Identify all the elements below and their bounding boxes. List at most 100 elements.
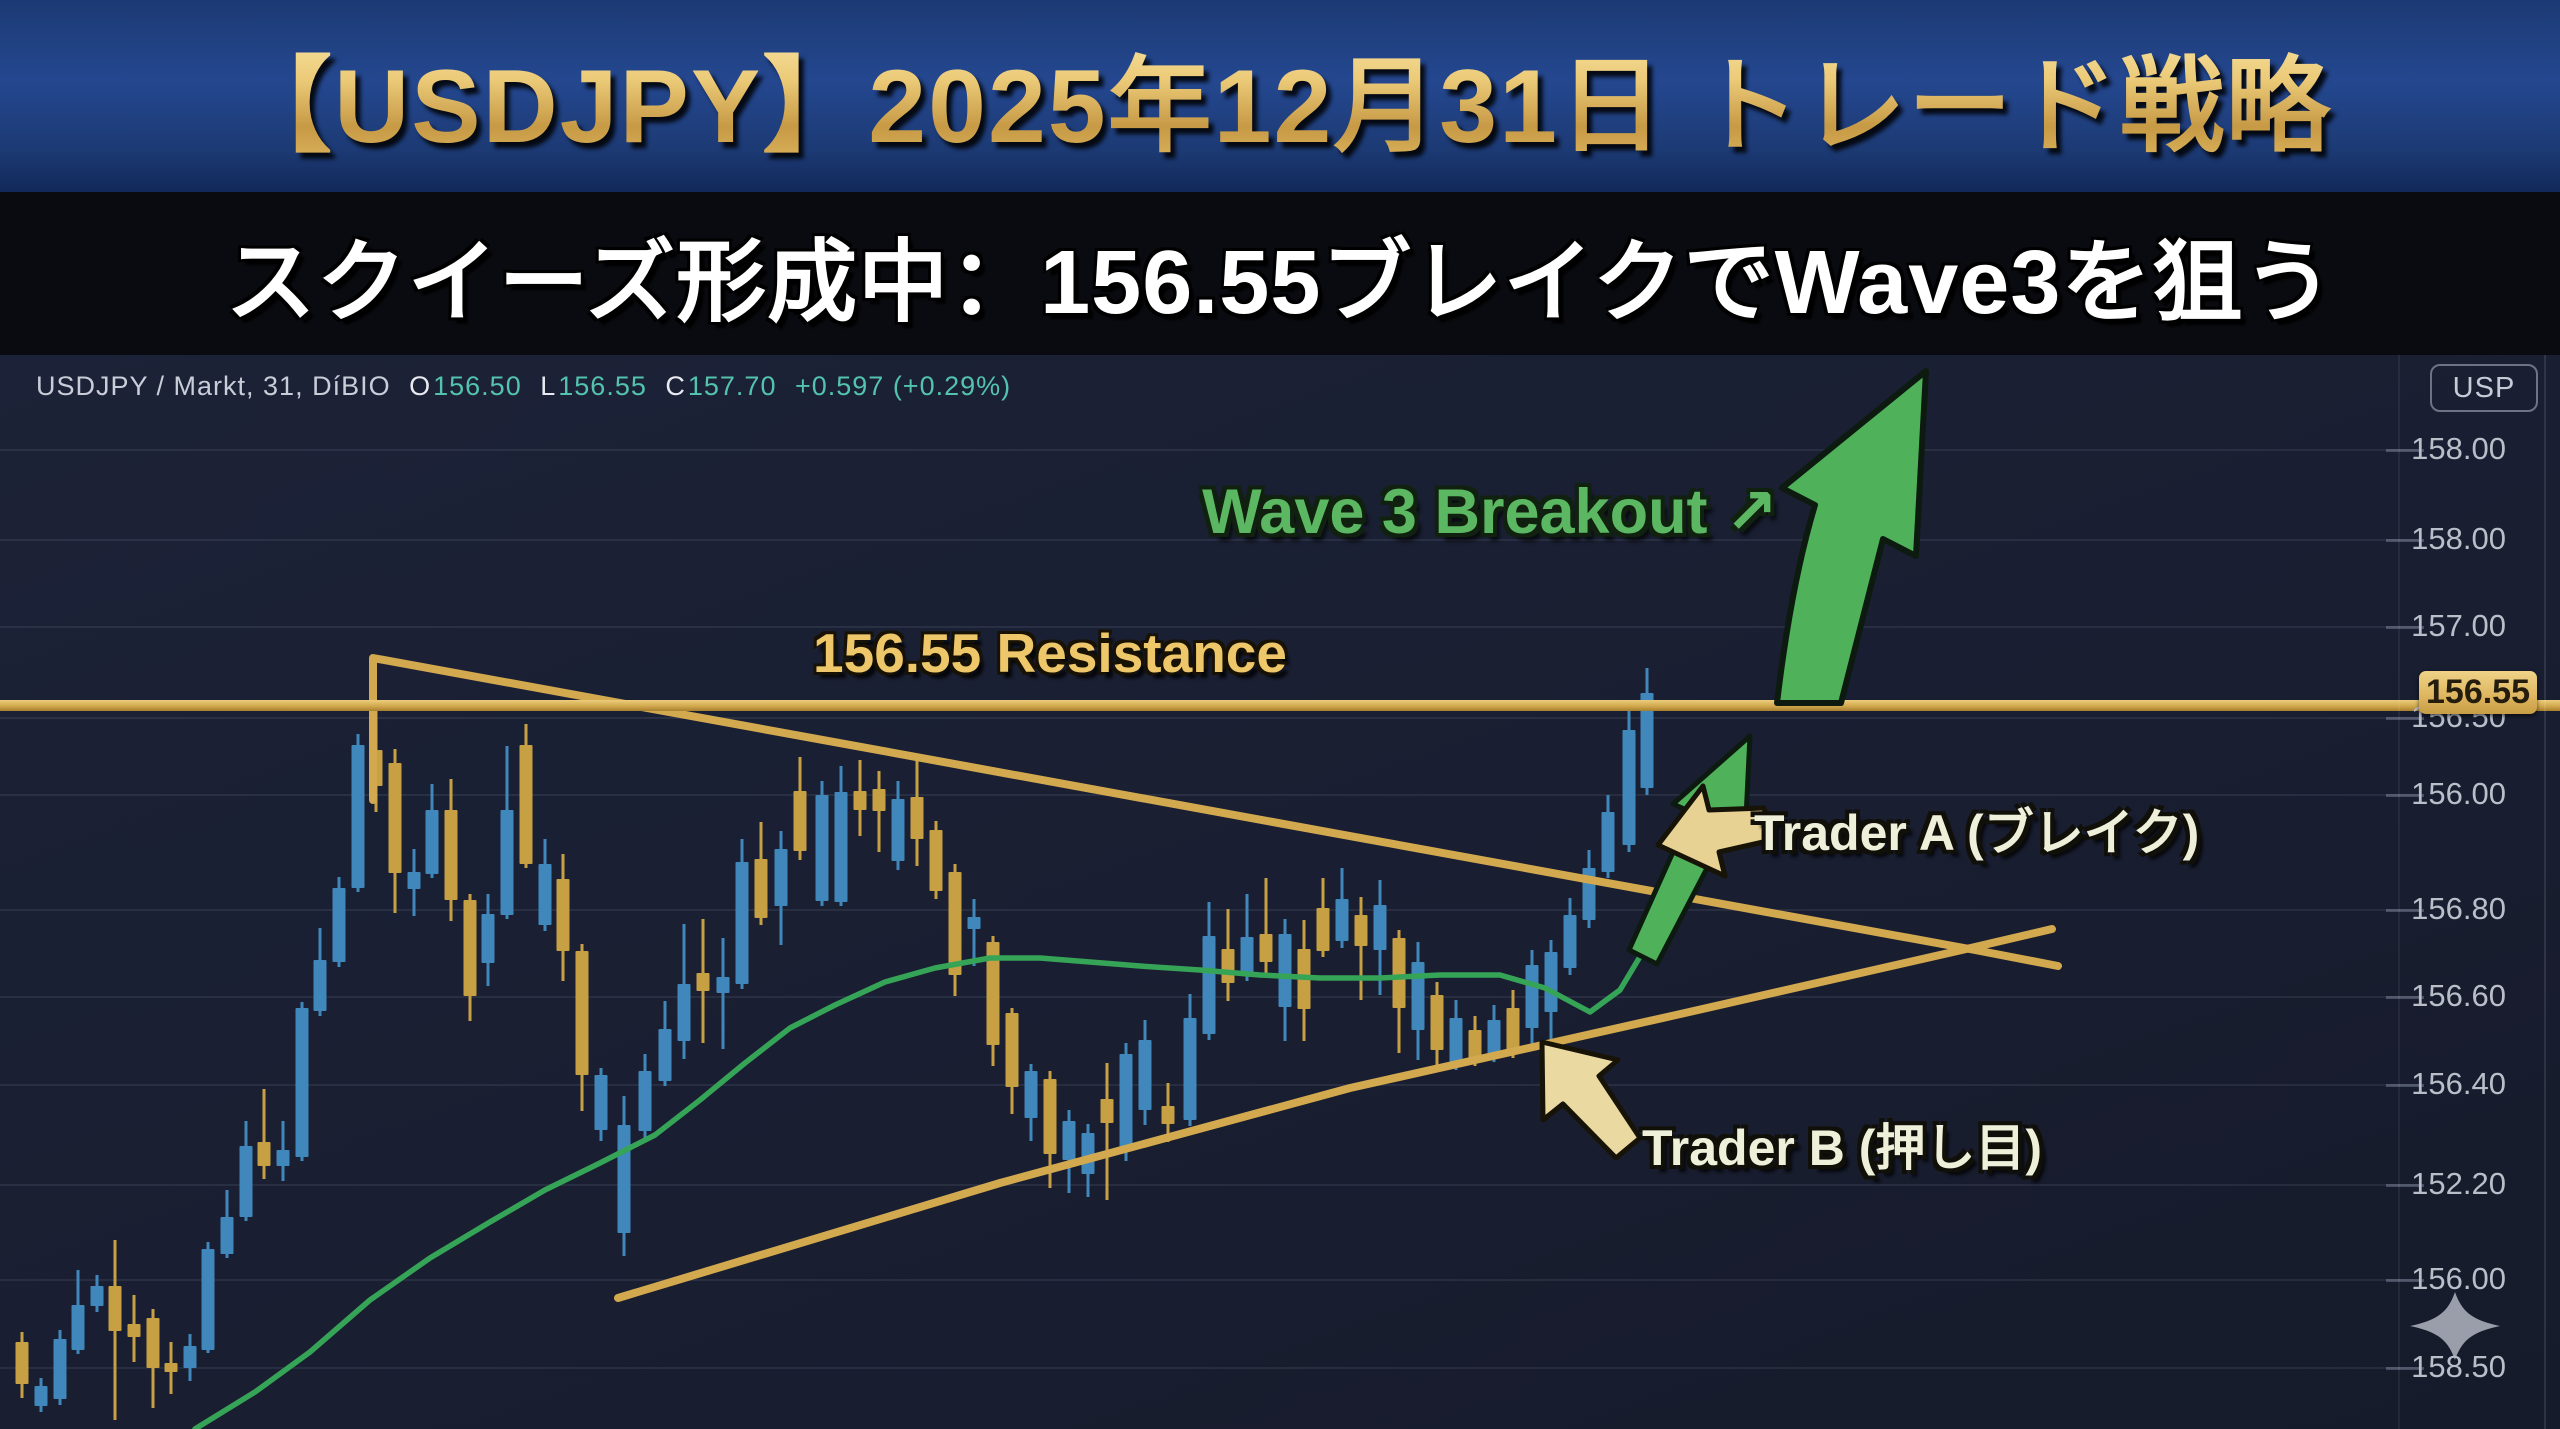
candle-body <box>754 859 768 918</box>
wave3-breakout-label: Wave 3 Breakout ↗ <box>1202 477 1778 547</box>
candle-body <box>575 951 589 1075</box>
candle-body <box>910 797 924 839</box>
subtitle-banner: スクイーズ形成中：156.55ブレイクでWave3を狙う <box>0 192 2560 355</box>
close-value: 157.70 <box>687 371 777 401</box>
symbol-info: USDJPY / Markt, 31, DíBIO <box>36 371 391 401</box>
triangle-trendlines <box>369 654 2062 1302</box>
candle-body <box>201 1249 215 1350</box>
candle-body <box>1005 1013 1019 1087</box>
candle-body <box>351 745 365 888</box>
title-banner: 【USDJPY】2025年12月31日 トレード戦略 <box>0 0 2560 192</box>
price-axis: 158.00 158.00 157.00 156.50 156.00 156.80 156.… <box>2330 355 2510 1429</box>
candle-body <box>638 1071 652 1131</box>
candle-body <box>538 864 552 925</box>
ohlc-readout: USDJPY / Markt, 31, DíBIO O156.50 L156.5… <box>36 371 1021 402</box>
axis-tick <box>2386 1279 2424 1282</box>
breakout-arrow-up-icon <box>1774 368 1929 706</box>
candle-wick <box>1105 1063 1109 1200</box>
candle-body <box>716 977 730 993</box>
candle-wick <box>262 1089 266 1179</box>
gridline <box>0 626 2420 628</box>
candle-wick <box>721 938 725 1049</box>
candle-body <box>146 1318 160 1368</box>
candle-body <box>735 862 749 984</box>
candle-body <box>332 888 346 962</box>
candle-body <box>815 795 829 901</box>
price-axis-label: 158.00 <box>2411 521 2506 556</box>
candle-body <box>108 1286 122 1331</box>
candle-body <box>1316 908 1330 951</box>
candle-body <box>220 1217 234 1254</box>
price-axis-label: 156.80 <box>2411 891 2506 926</box>
axis-tick <box>2386 539 2424 542</box>
candle-body <box>1506 1008 1520 1050</box>
candles <box>15 668 1654 1420</box>
candle-body <box>556 879 570 951</box>
lower-trendline <box>614 925 2056 1302</box>
gridline <box>0 1367 2420 1369</box>
gridline <box>0 1184 2420 1186</box>
close-label: C <box>665 371 686 401</box>
candle-body <box>658 1029 672 1081</box>
panel-edge <box>2544 355 2546 1429</box>
candle-body <box>463 900 477 996</box>
candle-body <box>793 791 807 851</box>
moving-average-line <box>192 937 1653 1429</box>
price-tag-156-55: 156.55 <box>2419 671 2537 714</box>
candle-body <box>1563 915 1577 968</box>
candle-wick <box>972 899 976 966</box>
candle-body <box>407 872 421 889</box>
candle-body <box>853 791 867 810</box>
upper-trendline <box>369 654 2062 970</box>
price-axis-label: 156.60 <box>2411 978 2506 1013</box>
axis-tick <box>2386 1184 2424 1187</box>
candle-body <box>834 792 848 902</box>
candle-body <box>519 745 533 864</box>
gridline <box>0 1084 2420 1086</box>
trader-b-pointer-arrow-icon <box>1539 1039 1643 1161</box>
price-axis-label: 156.00 <box>2411 1261 2506 1296</box>
candle-body <box>1373 905 1387 950</box>
candle-body <box>481 914 495 963</box>
page-title: 【USDJPY】2025年12月31日 トレード戦略 <box>228 21 2332 172</box>
candle-body <box>1622 730 1636 845</box>
candle-body <box>1449 1018 1463 1062</box>
sparkle-icon <box>2410 1292 2500 1360</box>
gridline <box>0 717 2420 719</box>
candle-body <box>929 830 943 891</box>
candle-body <box>1138 1040 1152 1110</box>
candle-body <box>1487 1020 1501 1056</box>
candle-body <box>164 1363 178 1372</box>
candle-body <box>774 849 788 906</box>
candle-body <box>1259 934 1273 962</box>
candle-body <box>1043 1079 1057 1154</box>
gridlines <box>0 449 2424 1370</box>
candle-wick <box>1359 897 1363 1000</box>
candle-body <box>1221 949 1235 983</box>
low-value: 156.55 <box>558 371 647 401</box>
price-axis-label: 157.00 <box>2411 608 2506 643</box>
candle-body <box>872 789 886 811</box>
gridline <box>0 539 2420 541</box>
resistance-label: 156.55 Resistance <box>813 622 1287 684</box>
candle-body <box>1411 962 1425 1030</box>
candle-body <box>1544 952 1558 1012</box>
candle-body <box>891 799 905 861</box>
candle-body <box>1640 693 1654 788</box>
price-axis-label: 152.20 <box>2411 1166 2506 1201</box>
candle-body <box>1335 899 1349 941</box>
candle-body <box>444 810 458 900</box>
subtitle-text: スクイーズ形成中：156.55ブレイクでWave3を狙う <box>225 232 2335 333</box>
candle-body <box>90 1286 104 1306</box>
resistance-line <box>0 700 2560 711</box>
gridline <box>0 794 2420 796</box>
candle-body <box>313 960 327 1011</box>
price-axis-label: 156.00 <box>2411 776 2506 811</box>
candle-body <box>677 984 691 1041</box>
candle-body <box>1601 812 1615 872</box>
candle-body <box>1525 965 1539 1028</box>
candle-body <box>425 810 439 874</box>
axis-separator <box>2398 355 2400 1429</box>
currency-button[interactable]: USP <box>2430 364 2538 412</box>
